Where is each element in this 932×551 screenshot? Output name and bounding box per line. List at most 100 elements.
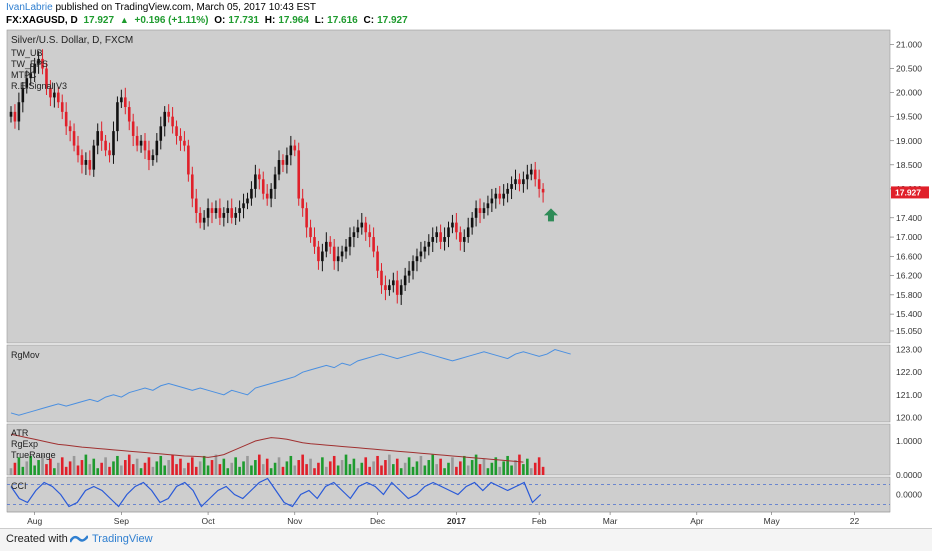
candle-body [218, 208, 222, 218]
candle [246, 192, 249, 210]
truerange-bar [163, 465, 167, 475]
candle-body [415, 256, 419, 262]
truerange-bar [518, 454, 521, 475]
close-label: C: [363, 15, 375, 26]
cci-pane-label: CCI [11, 481, 27, 491]
candle [56, 86, 60, 109]
candle-body [116, 102, 119, 132]
candle [96, 123, 100, 155]
price-tick-label: 20.500 [896, 64, 922, 74]
candle-body [529, 169, 533, 175]
candle-body [399, 285, 403, 295]
last-price: 17.927 [83, 15, 115, 26]
truerange-bar [297, 460, 301, 475]
candle-body [120, 97, 123, 103]
price-tick-label: 17.000 [896, 232, 922, 242]
vol-tick-label: 0.0000 [896, 470, 922, 480]
candle [261, 171, 265, 200]
rgmov-pane[interactable] [6, 344, 891, 423]
candle-body [285, 155, 289, 165]
tradingview-brand-link[interactable]: TradingView [92, 533, 153, 545]
candle-body [340, 251, 344, 257]
truerange-bar [435, 464, 438, 475]
price-tick-label: 17.400 [896, 213, 922, 223]
truerange-bar [459, 461, 462, 475]
candle-body [198, 212, 202, 223]
candle [498, 186, 502, 205]
truerange-bar [309, 458, 312, 475]
candle-body [447, 227, 450, 238]
truerange-bar [84, 454, 88, 475]
truerange-bar [124, 460, 127, 475]
candle-body [273, 174, 277, 189]
chart-area[interactable]: 21.00020.50020.00019.50019.00018.50018.0… [0, 0, 932, 528]
truerange-bar [112, 461, 115, 475]
candle-body [261, 179, 265, 194]
price-pane[interactable] [6, 29, 891, 344]
truerange-bar [526, 458, 529, 475]
truerange-bar [159, 455, 163, 475]
candle-body [112, 131, 115, 156]
truerange-bar [407, 457, 411, 475]
truerange-bar [64, 466, 68, 475]
truerange-bar [29, 455, 33, 475]
candle-body [92, 145, 96, 170]
cci-pane[interactable] [6, 476, 891, 513]
candle [234, 207, 237, 226]
candle-body [451, 222, 454, 228]
truerange-bar [131, 464, 135, 475]
candle-body [33, 63, 36, 74]
candle [514, 169, 517, 190]
candle [210, 202, 214, 224]
candle [167, 104, 170, 123]
candle [175, 120, 178, 145]
truerange-bar [376, 455, 379, 475]
candle-body [395, 280, 399, 295]
candle-body [372, 237, 375, 252]
candle-body [541, 188, 545, 193]
candle-body [510, 184, 513, 189]
candle [218, 198, 222, 226]
truerange-bar [340, 460, 344, 475]
x-tick-label: May [764, 516, 781, 526]
truerange-bar [305, 464, 308, 475]
candle-body [277, 160, 281, 175]
candle [214, 200, 218, 219]
candle-body [41, 58, 44, 69]
legend-item-re-signal: R.E.Signal V3 [11, 81, 67, 91]
candle-body [29, 73, 33, 79]
candle [127, 101, 131, 131]
candle [368, 224, 371, 248]
candle-body [76, 145, 80, 156]
candle [17, 92, 21, 131]
candle-body [332, 246, 336, 262]
author-link[interactable]: IvanLabrie [6, 2, 53, 13]
candle-body [56, 92, 60, 103]
truerange-bar [301, 454, 304, 475]
symbol-label: FX:XAGUSD, D [6, 15, 78, 26]
truerange-bar [273, 462, 277, 475]
candle [317, 240, 320, 270]
legend: Silver/U.S. Dollar, D, FXCM TW_UB TW_EPS… [11, 35, 133, 491]
truerange-bar [33, 465, 36, 475]
candle [116, 96, 119, 142]
candle [537, 169, 541, 198]
truerange-bar [151, 466, 155, 475]
volatility-pane[interactable] [6, 423, 891, 476]
truerange-bar [261, 464, 265, 475]
candle [33, 57, 36, 83]
truerange-bar [411, 466, 415, 475]
candle-body [214, 208, 218, 213]
candle-body [135, 135, 139, 146]
candle [80, 149, 84, 174]
candle [297, 142, 301, 206]
candle-body [108, 150, 111, 156]
candle [100, 121, 103, 151]
candle [372, 227, 375, 258]
candle [407, 261, 411, 283]
candle-body [533, 169, 537, 180]
candle [29, 63, 33, 86]
candle-body [486, 203, 490, 209]
truerange-bar [313, 468, 316, 475]
candle-body [147, 150, 151, 161]
